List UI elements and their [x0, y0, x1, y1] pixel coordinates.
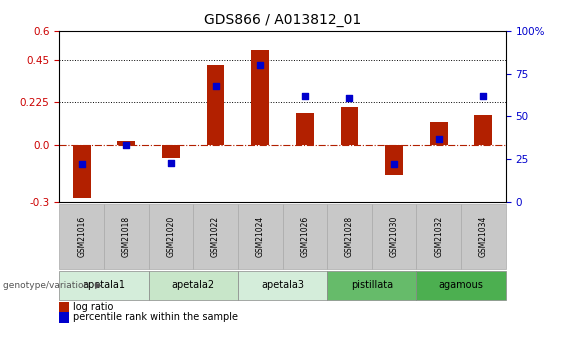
Bar [385, 145, 403, 175]
Text: GSM21028: GSM21028 [345, 216, 354, 257]
Title: GDS866 / A013812_01: GDS866 / A013812_01 [204, 13, 361, 27]
Point [211, 83, 220, 88]
Bar [118, 141, 135, 145]
Text: GSM21016: GSM21016 [77, 216, 86, 257]
Point [255, 62, 264, 68]
Bar [341, 107, 358, 145]
Text: agamous: agamous [438, 280, 484, 290]
Bar [430, 122, 447, 145]
Text: GSM21024: GSM21024 [256, 216, 264, 257]
Point [434, 136, 444, 141]
Bar [475, 115, 492, 145]
Bar [162, 145, 180, 158]
Bar [296, 113, 314, 145]
Text: GSM21018: GSM21018 [122, 216, 131, 257]
Text: GSM21030: GSM21030 [390, 216, 398, 257]
Point [301, 93, 310, 99]
Text: GSM21022: GSM21022 [211, 216, 220, 257]
Text: apetala2: apetala2 [172, 280, 215, 290]
Bar [207, 65, 224, 145]
Point [77, 161, 86, 167]
Point [122, 143, 131, 148]
Text: GSM21034: GSM21034 [479, 216, 488, 257]
Text: apetala1: apetala1 [82, 280, 125, 290]
Text: GSM21020: GSM21020 [167, 216, 175, 257]
Text: GSM21026: GSM21026 [301, 216, 309, 257]
Text: log ratio: log ratio [73, 302, 114, 312]
Text: percentile rank within the sample: percentile rank within the sample [73, 313, 238, 322]
Text: GSM21032: GSM21032 [434, 216, 443, 257]
Point [345, 95, 354, 100]
Text: genotype/variation  ▶: genotype/variation ▶ [3, 281, 102, 290]
Point [390, 161, 399, 167]
Point [167, 160, 176, 165]
Point [479, 93, 488, 99]
Bar [251, 50, 269, 145]
Bar [73, 145, 90, 198]
Text: apetala3: apetala3 [261, 280, 304, 290]
Text: pistillata: pistillata [351, 280, 393, 290]
